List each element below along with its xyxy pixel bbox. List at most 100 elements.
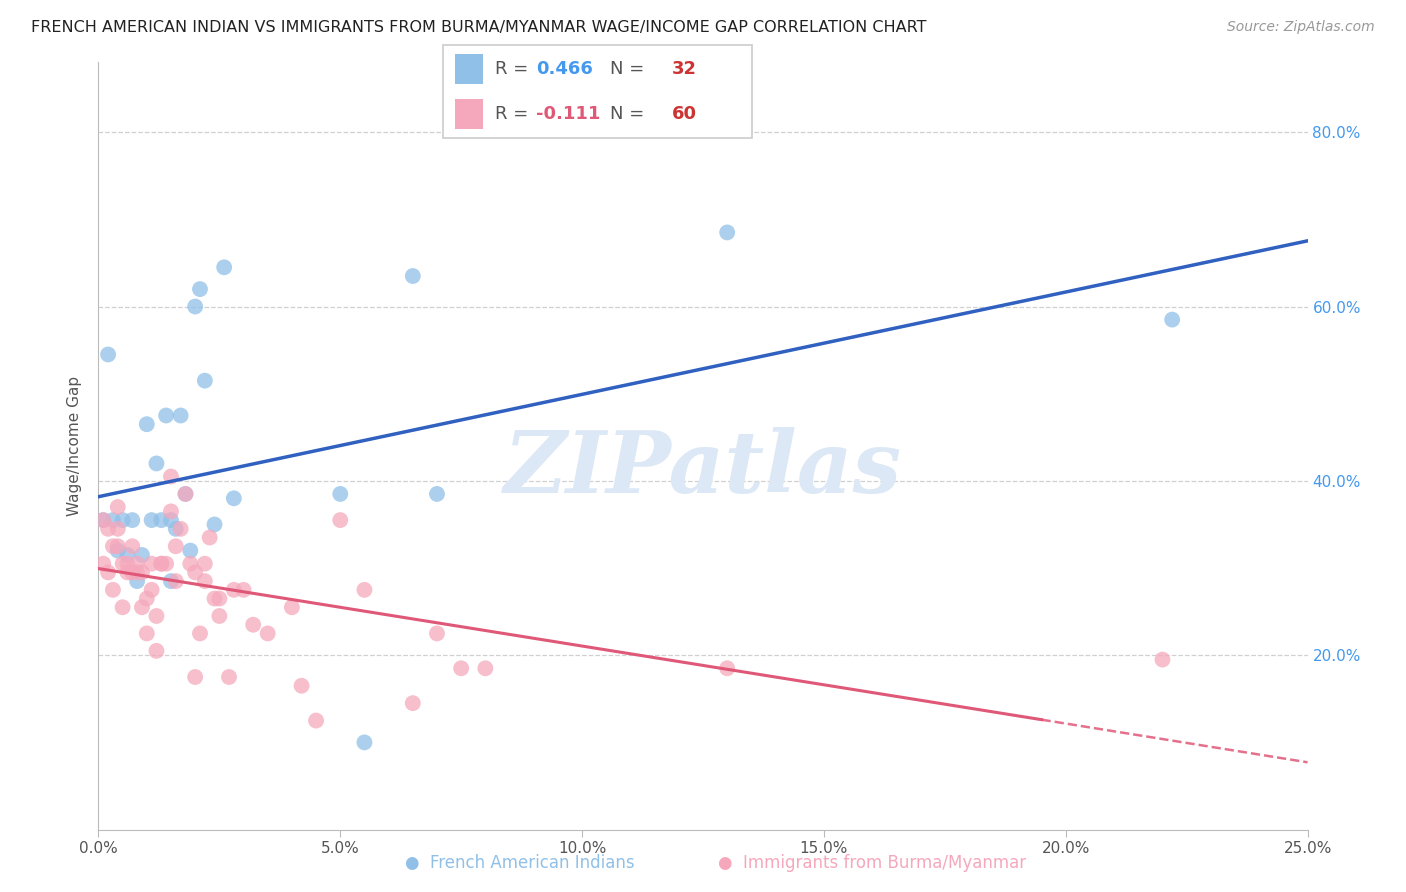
Point: [141, 582, 163, 597]
Point: [402, 268, 425, 283]
Point: [222, 582, 245, 597]
Point: [353, 582, 375, 597]
Point: [281, 600, 304, 615]
Point: [198, 531, 221, 545]
Point: [145, 457, 167, 471]
Point: [150, 513, 173, 527]
Point: [184, 300, 207, 314]
Point: [716, 226, 738, 240]
Point: [155, 409, 177, 423]
Text: Source: ZipAtlas.com: Source: ZipAtlas.com: [1227, 20, 1375, 34]
Point: [135, 626, 157, 640]
Point: [91, 513, 114, 527]
Point: [242, 617, 264, 632]
Point: [184, 670, 207, 684]
Point: [145, 609, 167, 624]
Point: [426, 487, 449, 501]
Point: [117, 566, 139, 580]
Point: [101, 539, 124, 553]
Point: [402, 696, 425, 710]
Point: [141, 513, 163, 527]
Point: [135, 417, 157, 432]
Point: [208, 591, 231, 606]
Point: [121, 566, 143, 580]
Point: [1152, 652, 1174, 666]
Point: [1161, 312, 1184, 326]
Point: [97, 522, 120, 536]
Point: [184, 566, 207, 580]
Point: [305, 714, 328, 728]
Point: [165, 539, 187, 553]
Point: [329, 513, 352, 527]
Point: [97, 347, 120, 361]
Point: [127, 574, 149, 588]
Point: [204, 591, 226, 606]
Point: [107, 522, 129, 536]
Text: 60: 60: [672, 105, 697, 123]
Point: [474, 661, 496, 675]
Point: [145, 644, 167, 658]
Point: [716, 661, 738, 675]
Point: [127, 566, 149, 580]
Text: R =: R =: [495, 105, 534, 123]
Point: [131, 548, 153, 562]
Point: [101, 582, 124, 597]
Text: R =: R =: [495, 60, 534, 78]
Point: [135, 591, 157, 606]
Point: [426, 626, 449, 640]
Text: FRENCH AMERICAN INDIAN VS IMMIGRANTS FROM BURMA/MYANMAR WAGE/INCOME GAP CORRELAT: FRENCH AMERICAN INDIAN VS IMMIGRANTS FRO…: [31, 20, 927, 35]
Point: [117, 548, 139, 562]
Point: [188, 282, 211, 296]
Point: [169, 409, 191, 423]
Point: [97, 566, 120, 580]
Point: [150, 557, 173, 571]
Point: [127, 557, 149, 571]
Point: [107, 500, 129, 514]
Point: [131, 566, 153, 580]
Point: [165, 522, 187, 536]
Point: [194, 374, 217, 388]
Text: ZIPatlas: ZIPatlas: [503, 427, 903, 511]
Point: [353, 735, 375, 749]
Point: [165, 574, 187, 588]
Point: [107, 539, 129, 553]
Point: [111, 557, 134, 571]
Point: [160, 469, 183, 483]
Point: [329, 487, 352, 501]
FancyBboxPatch shape: [443, 45, 752, 138]
Point: [194, 557, 217, 571]
Text: N =: N =: [610, 105, 650, 123]
Point: [111, 600, 134, 615]
Point: [160, 574, 183, 588]
Point: [160, 513, 183, 527]
Text: -0.111: -0.111: [536, 105, 600, 123]
Point: [208, 609, 231, 624]
Point: [450, 661, 472, 675]
Point: [212, 260, 235, 275]
Point: [91, 513, 114, 527]
Point: [194, 574, 217, 588]
Point: [121, 539, 143, 553]
Text: 32: 32: [672, 60, 697, 78]
Point: [256, 626, 278, 640]
Point: [204, 517, 226, 532]
Y-axis label: Wage/Income Gap: Wage/Income Gap: [67, 376, 83, 516]
Point: [174, 487, 197, 501]
Point: [169, 522, 191, 536]
Point: [232, 582, 254, 597]
Point: [174, 487, 197, 501]
Point: [117, 557, 139, 571]
Point: [121, 513, 143, 527]
Point: [290, 679, 312, 693]
Point: [91, 557, 114, 571]
Point: [160, 504, 183, 518]
Point: [101, 513, 124, 527]
Point: [188, 626, 211, 640]
Text: ●  French American Indians: ● French American Indians: [405, 855, 636, 872]
Bar: [456, 99, 484, 129]
Point: [179, 543, 201, 558]
Text: N =: N =: [610, 60, 650, 78]
Point: [107, 543, 129, 558]
Text: ●  Immigrants from Burma/Myanmar: ● Immigrants from Burma/Myanmar: [717, 855, 1026, 872]
Point: [218, 670, 240, 684]
